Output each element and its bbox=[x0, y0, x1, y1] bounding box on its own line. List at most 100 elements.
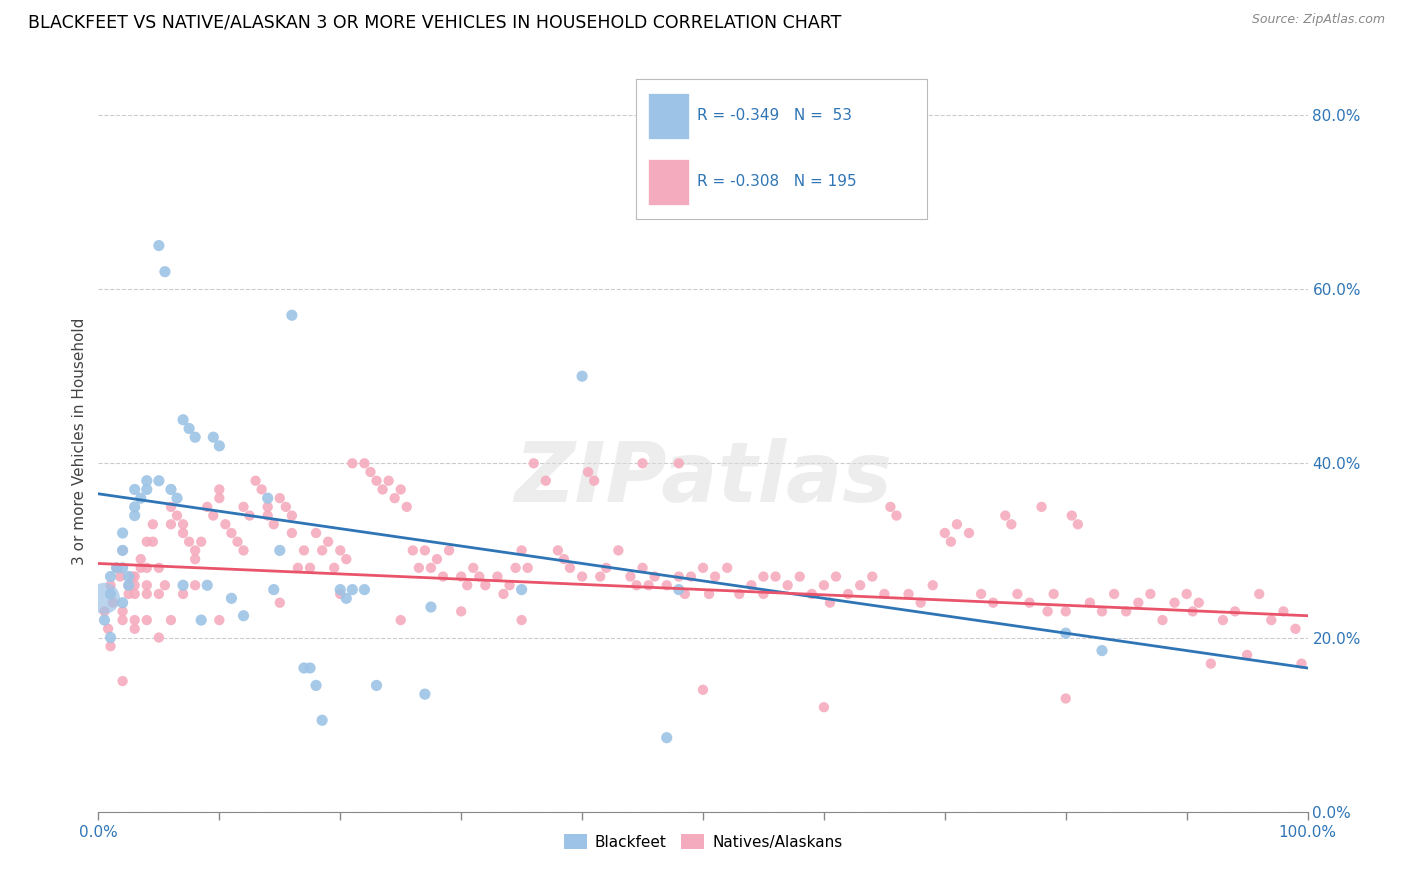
Point bbox=[1042, 587, 1064, 601]
Point bbox=[269, 596, 291, 610]
Point bbox=[299, 561, 322, 575]
Point bbox=[607, 543, 630, 558]
Point bbox=[108, 569, 131, 583]
Point bbox=[287, 561, 309, 575]
Point bbox=[124, 578, 146, 592]
Point bbox=[353, 456, 375, 470]
Point bbox=[111, 526, 134, 541]
Point bbox=[492, 587, 515, 601]
Point bbox=[510, 543, 533, 558]
Point bbox=[184, 578, 207, 592]
Point bbox=[124, 587, 146, 601]
Point bbox=[1152, 613, 1174, 627]
Point bbox=[498, 578, 520, 592]
Point bbox=[1163, 596, 1185, 610]
Point bbox=[934, 526, 956, 541]
Point bbox=[100, 569, 122, 583]
Point bbox=[274, 500, 297, 514]
Point bbox=[813, 578, 835, 592]
Point bbox=[463, 561, 485, 575]
Point bbox=[668, 582, 690, 597]
Point bbox=[825, 569, 848, 583]
Point bbox=[583, 474, 606, 488]
Point bbox=[1054, 691, 1077, 706]
Point bbox=[631, 561, 654, 575]
Point bbox=[873, 587, 896, 601]
Point bbox=[172, 587, 194, 601]
Point bbox=[1249, 587, 1271, 601]
Point bbox=[226, 534, 249, 549]
Point bbox=[124, 622, 146, 636]
Point bbox=[256, 491, 278, 505]
Text: BLACKFEET VS NATIVE/ALASKAN 3 OR MORE VEHICLES IN HOUSEHOLD CORRELATION CHART: BLACKFEET VS NATIVE/ALASKAN 3 OR MORE VE… bbox=[28, 13, 842, 31]
Point bbox=[153, 578, 176, 592]
Point bbox=[571, 569, 593, 583]
Point bbox=[256, 500, 278, 514]
Point bbox=[111, 561, 134, 575]
Point bbox=[1031, 500, 1053, 514]
Point bbox=[886, 508, 908, 523]
Point bbox=[153, 265, 176, 279]
Point bbox=[329, 543, 352, 558]
Point bbox=[93, 604, 115, 618]
Point bbox=[311, 713, 333, 727]
Point bbox=[571, 369, 593, 384]
Point bbox=[534, 474, 557, 488]
Point bbox=[523, 456, 546, 470]
Point bbox=[474, 578, 496, 592]
Text: ZIPatlas: ZIPatlas bbox=[515, 438, 891, 519]
Point bbox=[1018, 596, 1040, 610]
Point bbox=[1054, 604, 1077, 618]
Point bbox=[281, 308, 304, 322]
Point bbox=[269, 491, 291, 505]
Point bbox=[1181, 604, 1204, 618]
Point bbox=[208, 613, 231, 627]
Point bbox=[111, 613, 134, 627]
Point bbox=[148, 631, 170, 645]
Point bbox=[111, 604, 134, 618]
Point bbox=[160, 483, 183, 497]
Point bbox=[129, 561, 152, 575]
Point bbox=[281, 526, 304, 541]
Point bbox=[626, 578, 648, 592]
Point bbox=[97, 622, 120, 636]
Point bbox=[789, 569, 811, 583]
Point bbox=[135, 483, 157, 497]
Point bbox=[232, 608, 254, 623]
Point bbox=[342, 582, 364, 597]
Point bbox=[655, 578, 678, 592]
Point bbox=[1036, 604, 1059, 618]
Point bbox=[910, 596, 932, 610]
Point bbox=[692, 682, 714, 697]
Point bbox=[124, 483, 146, 497]
Point bbox=[148, 474, 170, 488]
Point bbox=[195, 578, 218, 592]
Point bbox=[1054, 626, 1077, 640]
Point bbox=[776, 578, 799, 592]
Point bbox=[111, 596, 134, 610]
Point bbox=[195, 500, 218, 514]
Point bbox=[589, 569, 612, 583]
Point bbox=[292, 661, 315, 675]
Point bbox=[124, 569, 146, 583]
Point bbox=[100, 587, 122, 601]
Point bbox=[202, 430, 225, 444]
Point bbox=[208, 483, 231, 497]
Point bbox=[516, 561, 538, 575]
Point bbox=[184, 430, 207, 444]
Point bbox=[595, 561, 617, 575]
Point bbox=[450, 604, 472, 618]
Point bbox=[505, 561, 527, 575]
Point bbox=[849, 578, 872, 592]
Point bbox=[179, 534, 201, 549]
Point bbox=[100, 631, 122, 645]
Point bbox=[1091, 604, 1114, 618]
Point bbox=[135, 474, 157, 488]
Point bbox=[342, 456, 364, 470]
Point bbox=[402, 543, 425, 558]
Point bbox=[148, 238, 170, 252]
Point bbox=[366, 678, 388, 692]
Point bbox=[1115, 604, 1137, 618]
Point bbox=[510, 582, 533, 597]
Point bbox=[111, 543, 134, 558]
